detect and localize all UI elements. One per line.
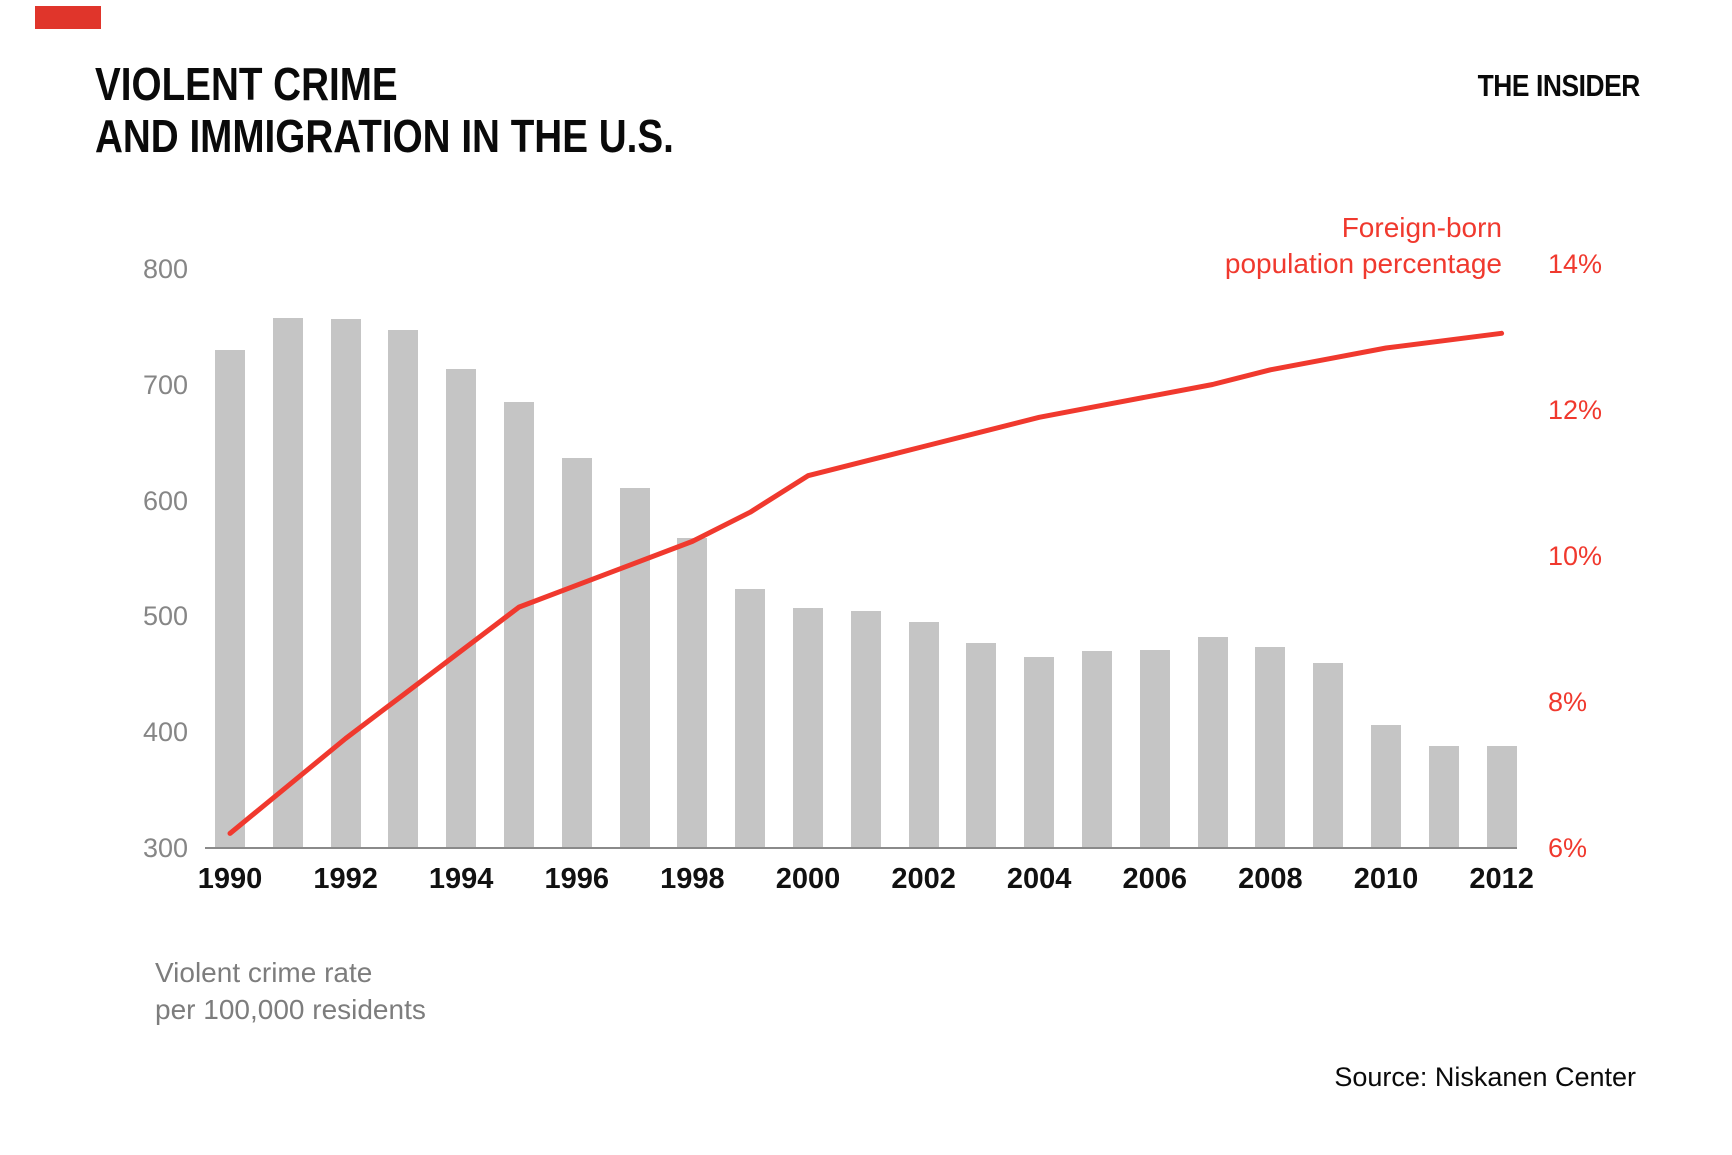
bar-2007 [1197, 637, 1228, 848]
bar-1993 [388, 330, 419, 848]
right-axis-tick-14: 14% [1548, 249, 1603, 279]
x-axis-tick-1992: 1992 [313, 863, 378, 895]
source-credit: Source: Niskanen Center [1334, 1062, 1636, 1092]
left-axis-note: Violent crime rate per 100,000 residents [155, 954, 426, 1028]
chart-title-line2: AND IMMIGRATION IN THE U.S. [95, 110, 674, 162]
x-axis-tick-2006: 2006 [1122, 863, 1188, 895]
line-series-legend: Foreign-born population percentage [1225, 210, 1502, 282]
bar-1991 [272, 317, 303, 848]
bar-1999 [735, 588, 766, 848]
right-axis-tick-8: 8% [1548, 687, 1588, 717]
bar-2003 [966, 643, 997, 848]
bar-2010 [1371, 725, 1401, 848]
bar-2006 [1139, 649, 1170, 848]
left-axis-tick-800: 800 [142, 254, 188, 284]
bar-2012 [1486, 746, 1517, 848]
x-axis-tick-1998: 1998 [660, 863, 725, 895]
x-axis-tick-2012: 2012 [1469, 863, 1534, 895]
bar-1997 [619, 487, 650, 848]
left-axis-tick-700: 700 [142, 369, 188, 400]
video-progress-marker [35, 6, 101, 29]
bar-2004 [1024, 656, 1055, 848]
left-axis-tick-500: 500 [142, 601, 188, 632]
x-axis-tick-1996: 1996 [544, 863, 610, 895]
bar-2005 [1082, 651, 1112, 848]
bar-2001 [850, 610, 881, 848]
bar-2002 [908, 622, 939, 848]
bar-1998 [677, 537, 708, 848]
left-axis-note-line1: Violent crime rate [155, 957, 373, 988]
x-axis-tick-2002: 2002 [891, 863, 956, 895]
bar-2008 [1255, 646, 1286, 848]
bar-2009 [1313, 662, 1344, 848]
left-axis-tick-600: 600 [142, 485, 188, 516]
x-axis-tick-1994: 1994 [428, 863, 494, 895]
chart-title: VIOLENT CRIME AND IMMIGRATION IN THE U.S… [95, 58, 674, 162]
x-axis-tick-2000: 2000 [775, 863, 841, 895]
bar-1992 [330, 318, 361, 848]
x-axis-line [205, 847, 1517, 849]
bar-2011 [1428, 746, 1459, 848]
bar-1994 [446, 368, 477, 848]
left-axis-note-line2: per 100,000 residents [155, 994, 426, 1025]
publisher-logo: THE INSIDER [1477, 68, 1641, 103]
right-axis-tick-6: 6% [1548, 833, 1588, 863]
bar-1995 [504, 402, 534, 848]
left-axis-tick-400: 400 [142, 717, 188, 748]
chart-title-line1: VIOLENT CRIME [95, 58, 398, 110]
x-axis-tick-1990: 1990 [197, 863, 263, 895]
bar-2000 [793, 608, 823, 848]
left-axis-tick-300: 300 [142, 833, 188, 863]
right-axis-tick-12: 12% [1548, 395, 1603, 425]
right-axis-tick-10: 10% [1548, 541, 1603, 571]
bar-1990 [215, 350, 245, 848]
x-axis-tick-2008: 2008 [1238, 863, 1303, 895]
x-axis-tick-2004: 2004 [1006, 863, 1072, 895]
bar-1996 [561, 457, 592, 848]
legend-line2: population percentage [1224, 248, 1502, 279]
legend-line1: Foreign-born [1341, 212, 1502, 243]
x-axis-tick-2010: 2010 [1353, 863, 1419, 895]
